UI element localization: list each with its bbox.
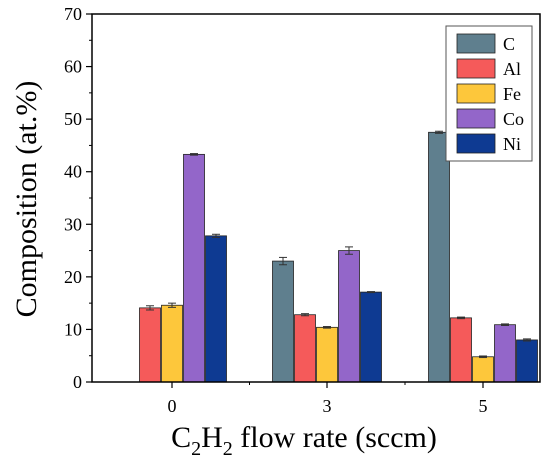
bar-fe-3 (316, 326, 338, 383)
error-bar-fe-0 (168, 302, 176, 308)
legend-label-c: C (503, 34, 515, 54)
x-axis-title: C2H2 flow rate (sccm) (171, 421, 437, 458)
bar-ni-5 (516, 339, 538, 383)
legend-label-ni: Ni (503, 134, 521, 154)
y-tick-label: 20 (64, 267, 82, 287)
x-tick-label: 0 (168, 396, 177, 416)
bar-al-3 (294, 314, 316, 383)
error-bar-ni-5 (523, 338, 531, 342)
bars (139, 131, 538, 383)
error-bars (146, 130, 531, 359)
y-axis-title: Composition (at.%) (10, 81, 43, 318)
legend-label-al: Al (503, 59, 521, 79)
legend-swatch-ni (456, 133, 496, 154)
y-tick-label: 50 (64, 109, 82, 129)
bar-co-3 (338, 250, 360, 383)
y-tick-label: 70 (64, 4, 82, 24)
error-bar-al-3 (301, 313, 309, 317)
bar-co-0 (183, 153, 205, 383)
error-bar-c-5 (435, 130, 443, 134)
x-tick-label: 5 (479, 396, 488, 416)
y-axis: 0 10 20 30 40 50 60 70 (64, 4, 92, 392)
y-tick-label: 10 (64, 319, 82, 339)
legend-swatch-al (456, 58, 496, 79)
legend-swatch-co (456, 108, 496, 129)
bar-fe-0 (161, 304, 183, 383)
error-bar-fe-3 (323, 326, 331, 329)
bar-c-5 (428, 131, 450, 383)
y-tick-label: 60 (64, 57, 82, 77)
x-tick-label: 3 (323, 396, 332, 416)
error-bar-ni-3 (367, 291, 375, 294)
bar-fe-5 (472, 356, 494, 383)
bar-co-5 (494, 324, 516, 383)
error-bar-al-5 (457, 316, 465, 320)
error-bar-fe-5 (479, 355, 487, 359)
y-tick-label: 0 (73, 372, 82, 392)
bar-al-5 (450, 317, 472, 383)
error-bar-ni-0 (212, 233, 220, 238)
legend-label-co: Co (503, 109, 524, 129)
error-bar-co-3 (345, 246, 353, 255)
error-bar-c-3 (279, 256, 287, 266)
legend: C Al Fe Co Ni (445, 25, 533, 162)
y-tick-label: 30 (64, 214, 82, 234)
x-axis: 0 3 5 (168, 382, 488, 416)
error-bar-al-0 (146, 305, 154, 311)
bar-al-0 (139, 307, 161, 383)
legend-swatch-fe (456, 83, 496, 104)
legend-label-fe: Fe (503, 84, 521, 104)
y-tick-label: 40 (64, 162, 82, 182)
legend-swatch-c (456, 33, 496, 54)
bar-ni-3 (360, 291, 382, 383)
bar-c-3 (272, 260, 294, 383)
error-bar-co-5 (501, 323, 509, 326)
bar-ni-0 (205, 235, 227, 383)
error-bar-co-0 (190, 153, 198, 156)
